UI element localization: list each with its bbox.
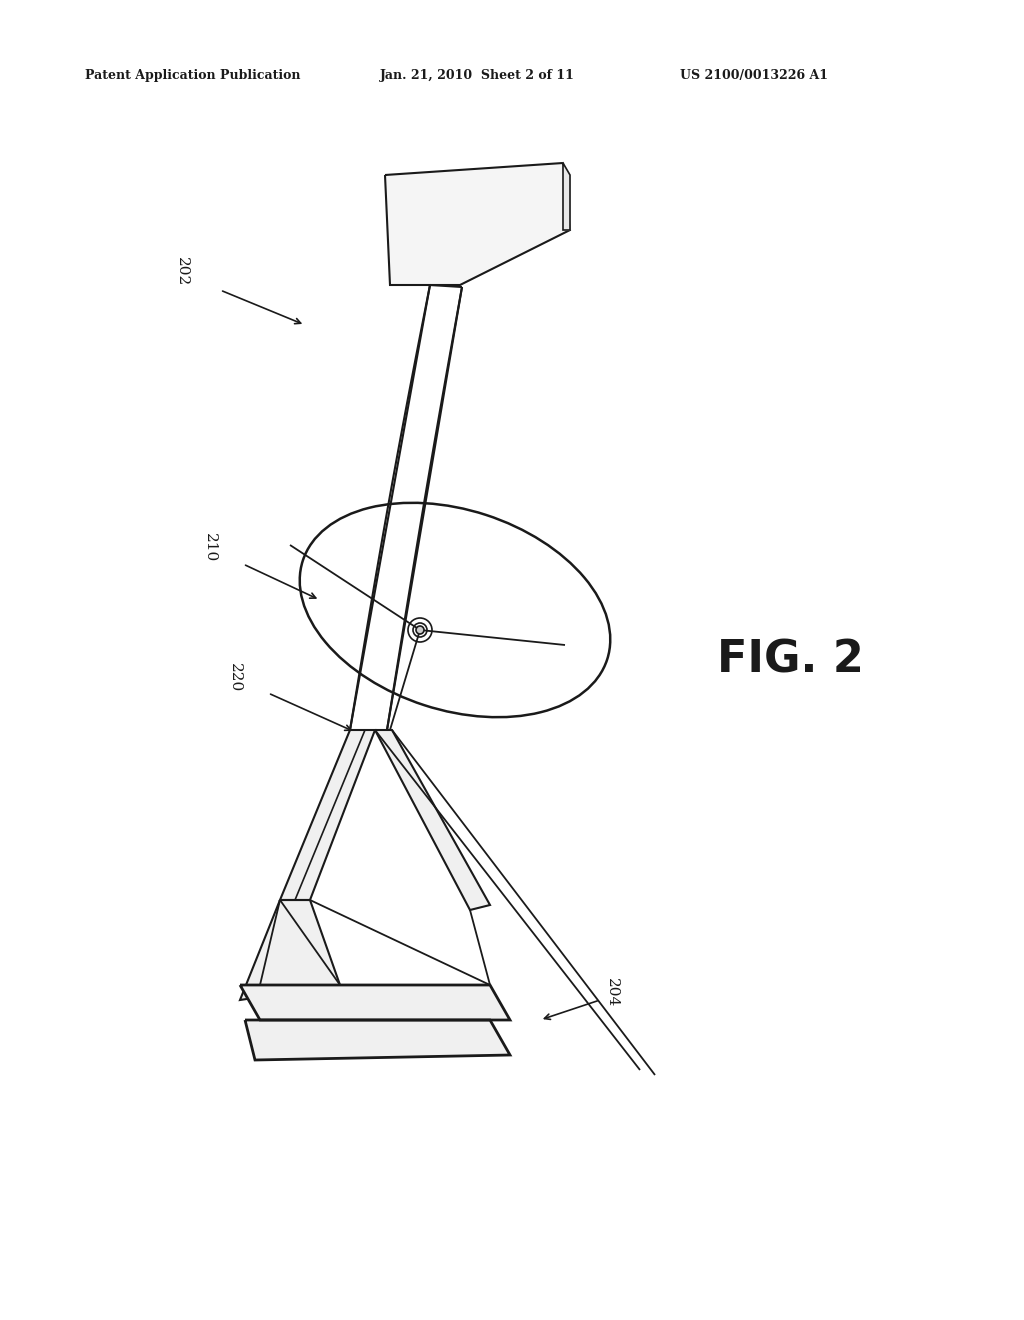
Text: 210: 210 — [203, 533, 217, 562]
Circle shape — [416, 626, 424, 634]
Polygon shape — [240, 900, 340, 1001]
Text: Jan. 21, 2010  Sheet 2 of 11: Jan. 21, 2010 Sheet 2 of 11 — [380, 69, 574, 82]
Polygon shape — [280, 730, 375, 900]
Text: 220: 220 — [228, 664, 242, 693]
Text: 202: 202 — [175, 257, 189, 286]
Text: FIG. 2: FIG. 2 — [717, 639, 863, 681]
Polygon shape — [385, 162, 570, 285]
Polygon shape — [245, 1020, 510, 1060]
Polygon shape — [375, 730, 490, 909]
Polygon shape — [240, 985, 510, 1020]
Text: Patent Application Publication: Patent Application Publication — [85, 69, 300, 82]
Text: US 2100/0013226 A1: US 2100/0013226 A1 — [680, 69, 828, 82]
Polygon shape — [563, 162, 570, 230]
Text: 204: 204 — [605, 978, 618, 1007]
